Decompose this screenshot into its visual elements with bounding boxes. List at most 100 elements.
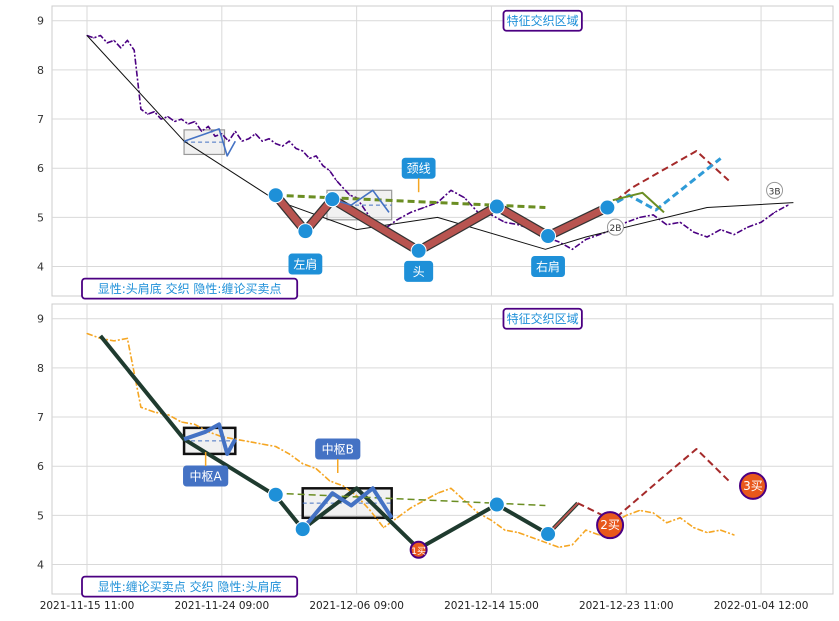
price-point [187, 123, 189, 125]
price-point [214, 135, 216, 137]
price-point [275, 445, 277, 448]
price-point [180, 421, 182, 423]
pivot-marker [488, 496, 505, 513]
series-line-trend [86, 35, 794, 250]
price-point [666, 522, 668, 524]
annotation-box [288, 253, 323, 275]
price-point [99, 34, 102, 37]
price-point [693, 231, 695, 233]
y-tick-label: 5 [37, 211, 44, 224]
price-point [275, 143, 277, 145]
price-point [180, 118, 182, 120]
price-point [120, 47, 122, 49]
price-point [409, 507, 412, 509]
pivot-marker [540, 228, 557, 245]
price-point [281, 145, 284, 147]
price-point [221, 133, 223, 135]
price-point [241, 140, 243, 142]
annotation-box [502, 307, 583, 330]
price-point [463, 500, 466, 502]
annotation-box [531, 256, 565, 278]
x-tick-label: 2022-01-04 12:00 [714, 600, 809, 612]
price-point [639, 509, 641, 512]
price-point [706, 236, 708, 238]
series-line-zhongshu_fill2 [334, 189, 390, 213]
pivot-marker [267, 187, 284, 204]
price-point [167, 413, 169, 416]
y-tick-label: 9 [37, 15, 44, 28]
price-point [295, 147, 297, 150]
price-point [585, 529, 587, 531]
signal-badge-label: 2买 [600, 518, 620, 532]
price-point [329, 480, 331, 482]
x-tick-label: 2021-12-14 15:00 [444, 600, 539, 612]
price-point [86, 332, 88, 335]
pivot-marker [488, 198, 505, 215]
signal-badge [606, 218, 624, 236]
price-point [288, 140, 290, 142]
signal-badge [596, 511, 625, 540]
price-point [153, 111, 156, 113]
pivot-marker [540, 526, 557, 543]
annotation-label: 显性:缠论买卖点 交织 隐性:头肩底 [98, 579, 282, 594]
pivot-marker [324, 191, 341, 208]
price-point [679, 221, 681, 223]
x-tick-label: 2021-11-15 11:00 [40, 600, 135, 612]
signal-badge-label: 1买 [411, 546, 426, 557]
price-point [787, 204, 789, 206]
price-point [369, 509, 371, 512]
price-point [261, 443, 263, 445]
price-point [733, 233, 735, 236]
y-tick-label: 4 [37, 261, 44, 274]
price-point [288, 453, 290, 455]
series-line-zhongshu_fill [183, 422, 238, 456]
price-point [93, 37, 95, 39]
price-point [126, 337, 129, 340]
price-point [409, 211, 412, 214]
price-point [335, 179, 338, 182]
y-tick-label: 6 [37, 162, 44, 175]
y-tick-label: 9 [37, 313, 44, 326]
price-point [733, 534, 735, 536]
y-tick-label: 8 [37, 64, 44, 77]
price-point [194, 120, 196, 123]
annotation-label: 显性:头肩底 交织 隐性:缠论买卖点 [98, 281, 282, 296]
price-point [720, 229, 722, 231]
price-point [248, 138, 250, 140]
price-point [463, 197, 466, 199]
price-point [113, 39, 115, 42]
price-point [693, 527, 695, 529]
signal-badge-label: 3B [769, 187, 781, 197]
price-point [517, 531, 520, 534]
price-point [571, 248, 573, 250]
plot-frame [51, 5, 834, 297]
price-point [652, 512, 654, 514]
price-point [153, 411, 156, 413]
price-point [436, 202, 439, 204]
price-point [504, 221, 506, 223]
y-tick-label: 8 [37, 362, 44, 375]
price-point [254, 133, 257, 135]
price-point [160, 118, 162, 120]
price-point [126, 39, 129, 42]
pivot-marker [294, 521, 311, 538]
price-point [315, 468, 317, 470]
signal-badge [409, 540, 428, 559]
price-point [760, 221, 762, 223]
price-point [706, 531, 708, 534]
price-point [625, 514, 627, 516]
y-tick-label: 4 [37, 559, 44, 572]
price-point [585, 238, 587, 241]
price-point [234, 130, 236, 132]
annotation-label: 特征交织区域 [507, 311, 579, 326]
signal-badge-label: 2B [610, 224, 622, 234]
x-tick-label: 2021-11-24 09:00 [175, 600, 270, 612]
price-point [720, 529, 722, 531]
annotation-box [81, 575, 299, 598]
price-point [652, 214, 654, 216]
price-point [436, 492, 439, 494]
series-line-green_wave [612, 191, 665, 214]
signal-badge [766, 181, 784, 199]
